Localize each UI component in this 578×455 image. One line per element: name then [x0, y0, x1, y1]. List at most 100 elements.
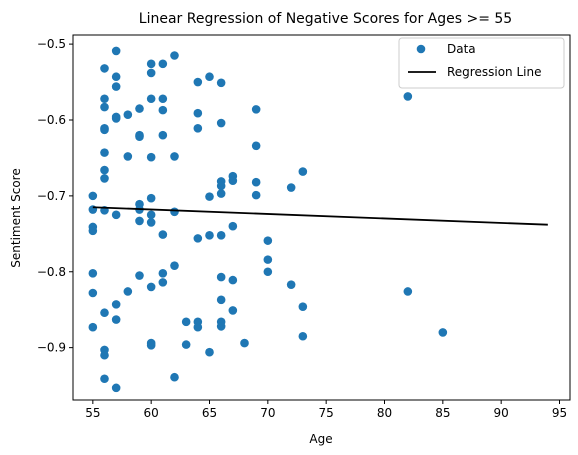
- data-point: [228, 306, 238, 315]
- data-point: [146, 282, 156, 292]
- y-tick-label: −0.7: [37, 189, 66, 203]
- x-tick-label: 85: [435, 406, 450, 420]
- legend-line-label: Regression Line: [447, 65, 541, 79]
- data-point: [228, 275, 238, 285]
- y-tick-label: −0.6: [37, 113, 66, 127]
- y-axis-title: Sentiment Score: [9, 168, 23, 267]
- data-point: [158, 59, 168, 69]
- data-point: [170, 51, 179, 60]
- data-point: [111, 383, 121, 393]
- data-point: [170, 261, 179, 270]
- data-point: [170, 372, 179, 382]
- data-point: [146, 152, 156, 162]
- data-point: [100, 94, 109, 104]
- data-point: [111, 82, 121, 91]
- data-point: [100, 102, 109, 112]
- scatter-series: [88, 46, 448, 393]
- data-point: [263, 267, 273, 277]
- data-point: [158, 94, 168, 104]
- data-point: [403, 287, 413, 296]
- data-point: [403, 92, 413, 101]
- data-point: [438, 328, 448, 337]
- data-point: [216, 189, 226, 198]
- data-point: [216, 118, 226, 128]
- data-point: [146, 193, 156, 203]
- data-point: [181, 340, 191, 349]
- data-point: [88, 191, 98, 201]
- legend-data-marker: [416, 44, 426, 54]
- data-point: [100, 125, 109, 135]
- data-point: [216, 231, 226, 240]
- legend-data-label: Data: [447, 42, 476, 56]
- data-point: [193, 124, 203, 133]
- data-point: [216, 272, 226, 282]
- axes-frame: [72, 34, 571, 401]
- data-point: [146, 94, 156, 104]
- data-point: [135, 271, 144, 280]
- data-point: [240, 338, 249, 348]
- data-point: [298, 302, 308, 311]
- data-point: [298, 167, 308, 176]
- data-point: [216, 181, 226, 191]
- data-point: [263, 236, 273, 245]
- x-tick-label: 80: [377, 406, 392, 420]
- data-point: [111, 300, 121, 309]
- data-point: [216, 78, 226, 88]
- data-point: [111, 315, 121, 324]
- chart-title: Linear Regression of Negative Scores for…: [139, 11, 512, 27]
- data-point: [146, 341, 156, 350]
- x-axis-title: Age: [309, 432, 332, 446]
- regression-line: [92, 206, 548, 226]
- x-tick-label: 75: [319, 406, 334, 420]
- legend: Data Regression Line: [398, 37, 565, 89]
- data-point: [193, 77, 203, 87]
- data-point: [205, 231, 214, 240]
- data-point: [170, 152, 179, 161]
- data-point: [298, 331, 308, 341]
- data-point: [205, 347, 214, 357]
- data-point: [111, 210, 121, 220]
- legend-box: [398, 37, 565, 89]
- data-point: [170, 207, 179, 217]
- y-tick-label: −0.5: [37, 37, 66, 51]
- data-point: [88, 226, 98, 236]
- data-point: [193, 108, 203, 118]
- data-point: [228, 221, 238, 231]
- x-tick-label: 65: [202, 406, 217, 420]
- data-point: [251, 141, 261, 151]
- data-point: [158, 105, 168, 115]
- data-point: [100, 148, 109, 157]
- data-point: [158, 268, 168, 278]
- data-point: [146, 210, 156, 220]
- data-point: [100, 308, 109, 318]
- data-point: [205, 72, 214, 82]
- data-point: [181, 317, 191, 327]
- data-point: [123, 152, 133, 161]
- data-point: [146, 68, 156, 78]
- data-point: [135, 104, 144, 113]
- data-point: [146, 218, 156, 227]
- data-point: [111, 114, 121, 123]
- data-point: [100, 64, 109, 73]
- y-tick-label: −0.9: [37, 341, 66, 355]
- data-point: [88, 322, 98, 332]
- data-point: [263, 255, 273, 264]
- data-point: [158, 278, 168, 287]
- data-point: [146, 59, 156, 69]
- data-point: [193, 234, 203, 243]
- data-point: [251, 105, 261, 114]
- data-point: [135, 132, 144, 141]
- x-tick-label: 70: [260, 406, 275, 420]
- data-point: [100, 350, 109, 360]
- data-point: [158, 130, 168, 140]
- data-point: [286, 183, 296, 192]
- data-point: [123, 287, 133, 296]
- data-point: [100, 174, 109, 183]
- data-point: [135, 216, 144, 226]
- data-point: [286, 280, 296, 289]
- data-point: [193, 322, 203, 332]
- data-point: [88, 288, 98, 298]
- data-point: [100, 165, 109, 175]
- data-point: [251, 177, 261, 187]
- data-point: [205, 192, 214, 201]
